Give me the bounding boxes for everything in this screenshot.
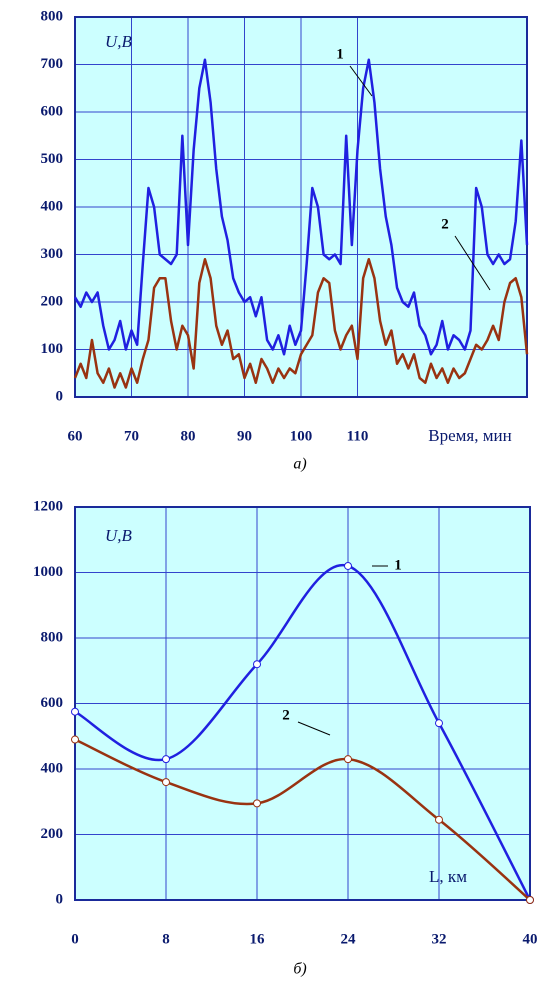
- x-tick-label: 32: [432, 931, 447, 947]
- series-label: 2: [282, 707, 290, 723]
- data-point: [344, 561, 352, 570]
- y-axis-label: U,В: [105, 32, 133, 51]
- data-point: [162, 755, 170, 764]
- data-point: [253, 660, 261, 669]
- y-tick-label: 800: [41, 629, 64, 645]
- data-point: [71, 707, 79, 716]
- data-point: [435, 719, 443, 728]
- series-line: [74, 738, 531, 901]
- x-tick-label: 16: [250, 931, 266, 947]
- y-tick-label: 100: [41, 341, 64, 357]
- x-tick-label: 40: [523, 931, 538, 947]
- x-tick-label: 80: [181, 428, 196, 444]
- data-point: [253, 799, 261, 808]
- leader-line: [349, 65, 373, 97]
- y-tick-label: 600: [41, 103, 64, 119]
- x-tick-label: 100: [290, 428, 313, 444]
- plot-border: [74, 506, 531, 901]
- x-tick-label: 0: [71, 931, 79, 947]
- leader-line: [454, 235, 491, 291]
- data-point: [526, 896, 534, 904]
- data-point: [344, 755, 352, 764]
- caption: б): [293, 961, 306, 978]
- leader-line: [297, 721, 331, 736]
- y-tick-label: 200: [41, 293, 64, 309]
- series-label: 1: [394, 557, 402, 573]
- plot-border: [74, 16, 528, 398]
- data-point: [435, 815, 443, 824]
- y-tick-label: 400: [41, 198, 64, 214]
- x-tick-label: 110: [347, 428, 369, 444]
- y-tick-label: 1000: [33, 564, 63, 580]
- y-tick-label: 0: [56, 388, 64, 404]
- series-label: 2: [441, 216, 449, 232]
- y-tick-label: 600: [41, 695, 64, 711]
- data-point: [162, 778, 170, 787]
- x-axis-label: Время, мин: [428, 426, 511, 445]
- caption: а): [293, 456, 306, 473]
- series-line: [73, 58, 529, 356]
- y-tick-label: 400: [41, 760, 64, 776]
- y-tick-label: 1200: [33, 498, 63, 514]
- y-tick-label: 300: [41, 246, 64, 262]
- x-axis-label: L, км: [429, 867, 467, 886]
- x-tick-label: 60: [68, 428, 83, 444]
- y-tick-label: 500: [41, 151, 64, 167]
- y-tick-label: 200: [41, 826, 64, 842]
- x-tick-label: 24: [341, 931, 357, 947]
- y-tick-label: 700: [41, 56, 64, 72]
- series-line: [73, 258, 529, 389]
- y-tick-label: 0: [56, 891, 64, 907]
- y-tick-label: 800: [41, 8, 64, 24]
- y-axis-label: U,В: [105, 526, 133, 545]
- series-label: 1: [336, 46, 344, 62]
- x-tick-label: 70: [124, 428, 139, 444]
- x-tick-label: 90: [237, 428, 252, 444]
- x-tick-label: 8: [162, 931, 170, 947]
- data-point: [71, 735, 79, 744]
